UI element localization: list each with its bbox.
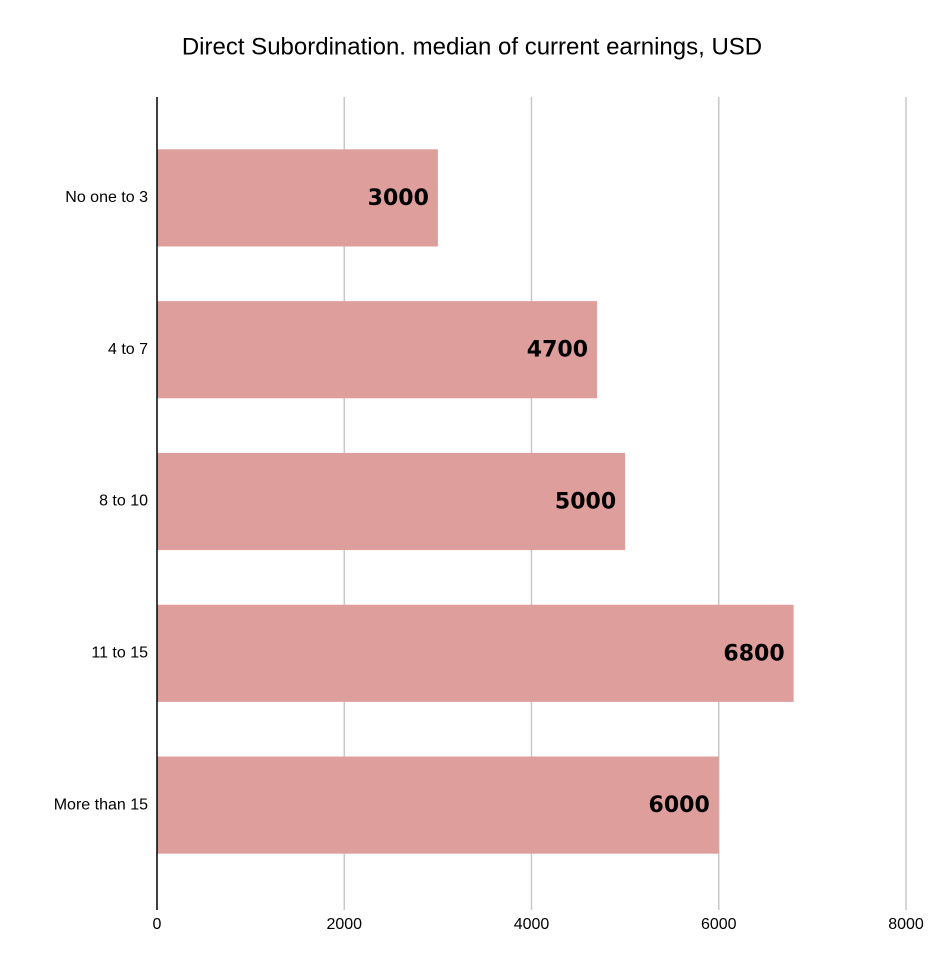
bar [157,452,626,551]
bar [157,604,794,702]
x-tick-label: 6000 [701,916,737,933]
bar [157,301,598,399]
x-tick-label: 4000 [514,916,550,933]
value-label: 4700 [527,338,588,363]
value-label: 6800 [723,641,784,666]
y-tick-label: 8 to 10 [99,493,148,510]
y-tick-label: 4 to 7 [108,341,148,358]
value-label: 3000 [368,186,429,211]
bar [157,756,719,854]
x-tick-label: 0 [153,916,162,933]
y-tick-label: 11 to 15 [91,645,148,662]
y-tick-label: More than 15 [54,796,148,813]
y-tick-label: No one to 3 [65,189,148,206]
x-tick-label: 2000 [326,916,362,933]
chart-title: Direct Subordination. median of current … [182,33,762,60]
value-label: 5000 [555,490,616,515]
x-tick-label: 8000 [888,916,924,933]
value-label: 6000 [649,793,710,818]
bar [157,149,438,247]
